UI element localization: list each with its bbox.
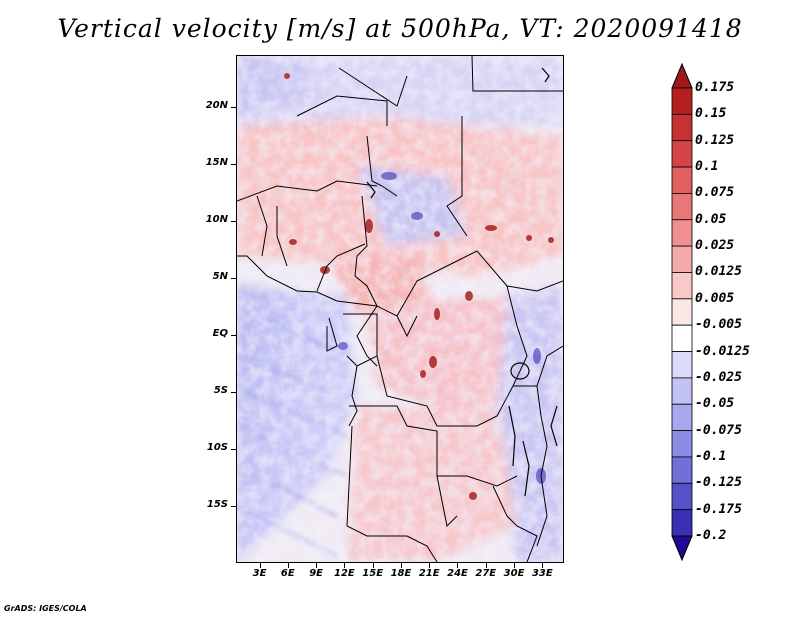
lat-label: 20N [205, 100, 228, 112]
lon-label: 30E [503, 568, 525, 579]
colorbar-swatch [671, 324, 693, 352]
colorbar-swatch [671, 87, 693, 115]
lon-label: 27E [475, 568, 497, 579]
lat-label: 15N [205, 157, 228, 169]
colorbar-bottom-arrow [671, 535, 693, 562]
lon-label: 15E [362, 568, 384, 579]
colorbar-top-arrow [671, 62, 693, 89]
colorbar-swatch [671, 140, 693, 168]
colorbar-label: 0.05 [695, 211, 727, 227]
colorbar-label: -0.025 [695, 369, 742, 385]
lat-label: 5S [213, 385, 228, 397]
lat-label: 5N [212, 271, 228, 283]
colorbar-label: 0.025 [695, 238, 735, 254]
lon-tick [485, 563, 487, 568]
lat-tick [231, 449, 236, 451]
lon-tick [400, 563, 402, 568]
colorbar-swatch [671, 113, 693, 142]
colorbar-label: -0.05 [695, 396, 735, 412]
lat-tick [231, 506, 236, 508]
grads-credit: GrADS: IGES/COLA [4, 604, 87, 613]
lat-label: 15S [206, 499, 228, 511]
colorbar-swatch [671, 272, 693, 300]
lon-label: 24E [447, 568, 468, 579]
colorbar-swatch [671, 456, 693, 484]
lon-label: 21E [418, 568, 440, 579]
colorbar-label: -0.2 [695, 528, 727, 543]
colorbar-swatch [671, 482, 693, 511]
lat-tick [231, 392, 236, 394]
colorbar-swatch [671, 403, 693, 431]
colorbar-label: 0.075 [695, 185, 735, 201]
lat-tick [231, 335, 236, 337]
lon-tick [259, 563, 261, 568]
colorbar-label: 0.125 [695, 132, 735, 148]
colorbar-label: -0.005 [695, 317, 742, 333]
colorbar-swatch [671, 193, 693, 221]
colorbar-label: 0.0125 [695, 264, 742, 280]
lon-tick [372, 563, 374, 568]
lon-tick [542, 563, 544, 568]
lon-tick [457, 563, 459, 568]
colorbar-swatch [671, 351, 693, 379]
colorbar-label: -0.075 [695, 422, 742, 438]
strong-downdraft-cells [338, 172, 546, 484]
lon-tick [287, 563, 289, 568]
lat-tick [231, 278, 236, 280]
colorbar-label: 0.1 [695, 159, 719, 175]
colorbar-label: 0.15 [695, 106, 727, 122]
strong-updraft-cells [284, 73, 554, 500]
colorbar-swatch [671, 219, 693, 247]
colorbar-swatch [671, 166, 693, 194]
lon-tick [429, 563, 431, 568]
lon-tick [316, 563, 318, 568]
country-boundaries [237, 56, 563, 562]
lon-tick [514, 563, 516, 568]
lat-tick [231, 221, 236, 223]
lat-tick [231, 107, 236, 109]
lon-label: 9E [309, 568, 323, 579]
colorbar-swatch [671, 509, 693, 537]
colorbar-label: -0.175 [695, 501, 742, 517]
lon-tick [344, 563, 346, 568]
colorbar-label: 0.175 [695, 80, 735, 95]
lon-label: 6E [280, 568, 295, 579]
colorbar-swatch [671, 298, 693, 326]
colorbar-label: -0.1 [695, 448, 727, 464]
colorbar-label: -0.125 [695, 475, 742, 491]
colorbar-swatch [671, 430, 693, 458]
lon-label: 18E [390, 568, 412, 579]
colorbar-label: 0.005 [695, 290, 735, 306]
lon-label: 33E [531, 568, 553, 579]
colorbar-label: -0.0125 [695, 343, 750, 359]
vertical-velocity-map [236, 55, 564, 563]
lon-label: 12E [334, 568, 355, 579]
lat-label: EQ [212, 328, 228, 340]
lat-label: 10S [206, 442, 228, 454]
colorbar-swatch [671, 245, 693, 273]
plot-title: Vertical velocity [m/s] at 500hPa, VT: 2… [57, 14, 743, 43]
lat-tick [231, 164, 236, 166]
colorbar-swatch [671, 377, 693, 405]
lon-label: 3E [252, 568, 267, 579]
lat-label: 10N [205, 214, 228, 226]
lakes [366, 67, 558, 497]
